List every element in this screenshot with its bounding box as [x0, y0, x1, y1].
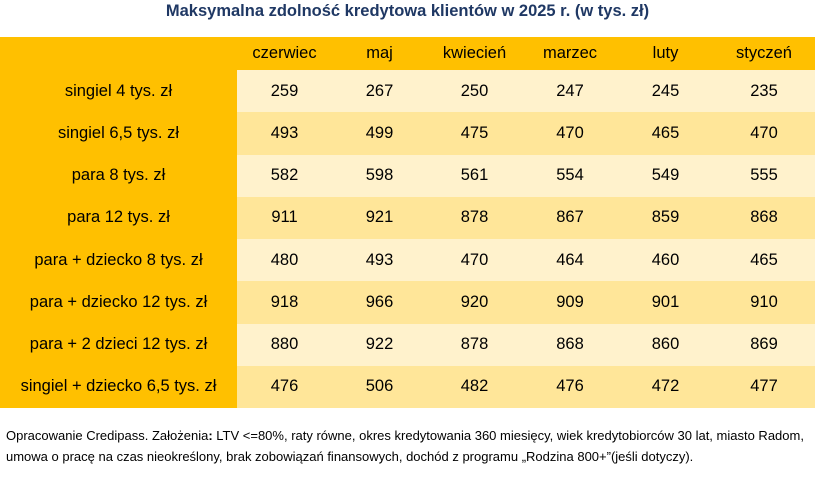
table-row: singiel + dziecko 6,5 tys. zł 476 506 482 47…	[0, 365, 815, 408]
table-cell: 470	[522, 112, 618, 155]
table-cell: 910	[713, 281, 815, 324]
footnote-prefix: Opracowanie Credipass. Założenia	[6, 428, 209, 443]
table-title: Maksymalna zdolność kredytowa klientów w…	[0, 0, 815, 37]
table-cell: 250	[427, 70, 522, 113]
table-cell: 922	[332, 323, 427, 366]
table-cell: 582	[237, 154, 332, 197]
table-cell: 259	[237, 70, 332, 113]
header-row: czerwiec maj kwiecień marzec luty styczeń	[0, 37, 815, 70]
row-label: singiel 4 tys. zł	[0, 70, 237, 113]
table-row: singiel 6,5 tys. zł 493 499 475 470 465 470	[0, 112, 815, 155]
table-cell: 247	[522, 70, 618, 113]
table-title-text: Maksymalna zdolność kredytowa klientów w…	[165, 2, 650, 20]
table-cell: 909	[522, 281, 618, 324]
table-cell: 472	[618, 365, 713, 408]
table-cell: 235	[713, 70, 815, 113]
table-cell: 470	[427, 239, 522, 282]
table-cell: 245	[618, 70, 713, 113]
footnote: Opracowanie Credipass. Założenia: LTV <=…	[0, 418, 815, 467]
column-header-3: marzec	[522, 37, 618, 70]
table-cell: 476	[522, 365, 618, 408]
table-cell: 911	[237, 196, 332, 239]
table-cell: 598	[332, 154, 427, 197]
footnote-text: LTV <=80%, raty równe, okres kredytowani…	[6, 428, 804, 464]
table-cell: 554	[522, 154, 618, 197]
table-row: singiel 4 tys. zł 259 267 250 247 245 235	[0, 70, 815, 113]
table-cell: 868	[713, 196, 815, 239]
column-header-1: maj	[332, 37, 427, 70]
table-row: para 12 tys. zł 911 921 878 867 859 868	[0, 196, 815, 239]
table-cell: 869	[713, 323, 815, 366]
row-label: para + dziecko 12 tys. zł	[0, 281, 237, 324]
table-cell: 267	[332, 70, 427, 113]
table-cell: 966	[332, 281, 427, 324]
table-cell: 920	[427, 281, 522, 324]
table-cell: 506	[332, 365, 427, 408]
row-label: para 12 tys. zł	[0, 196, 237, 239]
table-cell: 464	[522, 239, 618, 282]
table-cell: 477	[713, 365, 815, 408]
table-cell: 561	[427, 154, 522, 197]
table-cell: 480	[237, 239, 332, 282]
table-cell: 465	[713, 239, 815, 282]
table-cell: 475	[427, 112, 522, 155]
table-cell: 867	[522, 196, 618, 239]
table-cell: 499	[332, 112, 427, 155]
table-cell: 482	[427, 365, 522, 408]
table-cell: 860	[618, 323, 713, 366]
table-cell: 921	[332, 196, 427, 239]
column-header-0: czerwiec	[237, 37, 332, 70]
table-cell: 470	[713, 112, 815, 155]
table-row: para + dziecko 8 tys. zł 480 493 470 464 460 4…	[0, 239, 815, 282]
table-cell: 918	[237, 281, 332, 324]
row-label: para 8 tys. zł	[0, 154, 237, 197]
table-cell: 460	[618, 239, 713, 282]
table-cell: 555	[713, 154, 815, 197]
table-row: para + 2 dzieci 12 tys. zł 880 922 878 868 86…	[0, 323, 815, 366]
table-cell: 901	[618, 281, 713, 324]
table-row: para 8 tys. zł 582 598 561 554 549 555	[0, 154, 815, 197]
credit-capacity-table: czerwiec maj kwiecień marzec luty styczeń sing…	[0, 37, 815, 408]
table-cell: 465	[618, 112, 713, 155]
table-cell: 476	[237, 365, 332, 408]
table-cell: 878	[427, 196, 522, 239]
table-cell: 880	[237, 323, 332, 366]
column-header-2: kwiecień	[427, 37, 522, 70]
table-cell: 549	[618, 154, 713, 197]
table-cell: 493	[332, 239, 427, 282]
row-label: para + dziecko 8 tys. zł	[0, 239, 237, 282]
table-cell: 878	[427, 323, 522, 366]
table-cell: 859	[618, 196, 713, 239]
row-label: singiel 6,5 tys. zł	[0, 112, 237, 155]
table-cell: 493	[237, 112, 332, 155]
row-label: singiel + dziecko 6,5 tys. zł	[0, 365, 237, 408]
table-cell: 868	[522, 323, 618, 366]
footnote-colon: :	[208, 428, 213, 443]
header-corner-cell	[0, 37, 237, 70]
column-header-4: luty	[618, 37, 713, 70]
column-header-5: styczeń	[713, 37, 815, 70]
table-row: para + dziecko 12 tys. zł 918 966 920 909 901…	[0, 281, 815, 324]
row-label: para + 2 dzieci 12 tys. zł	[0, 323, 237, 366]
